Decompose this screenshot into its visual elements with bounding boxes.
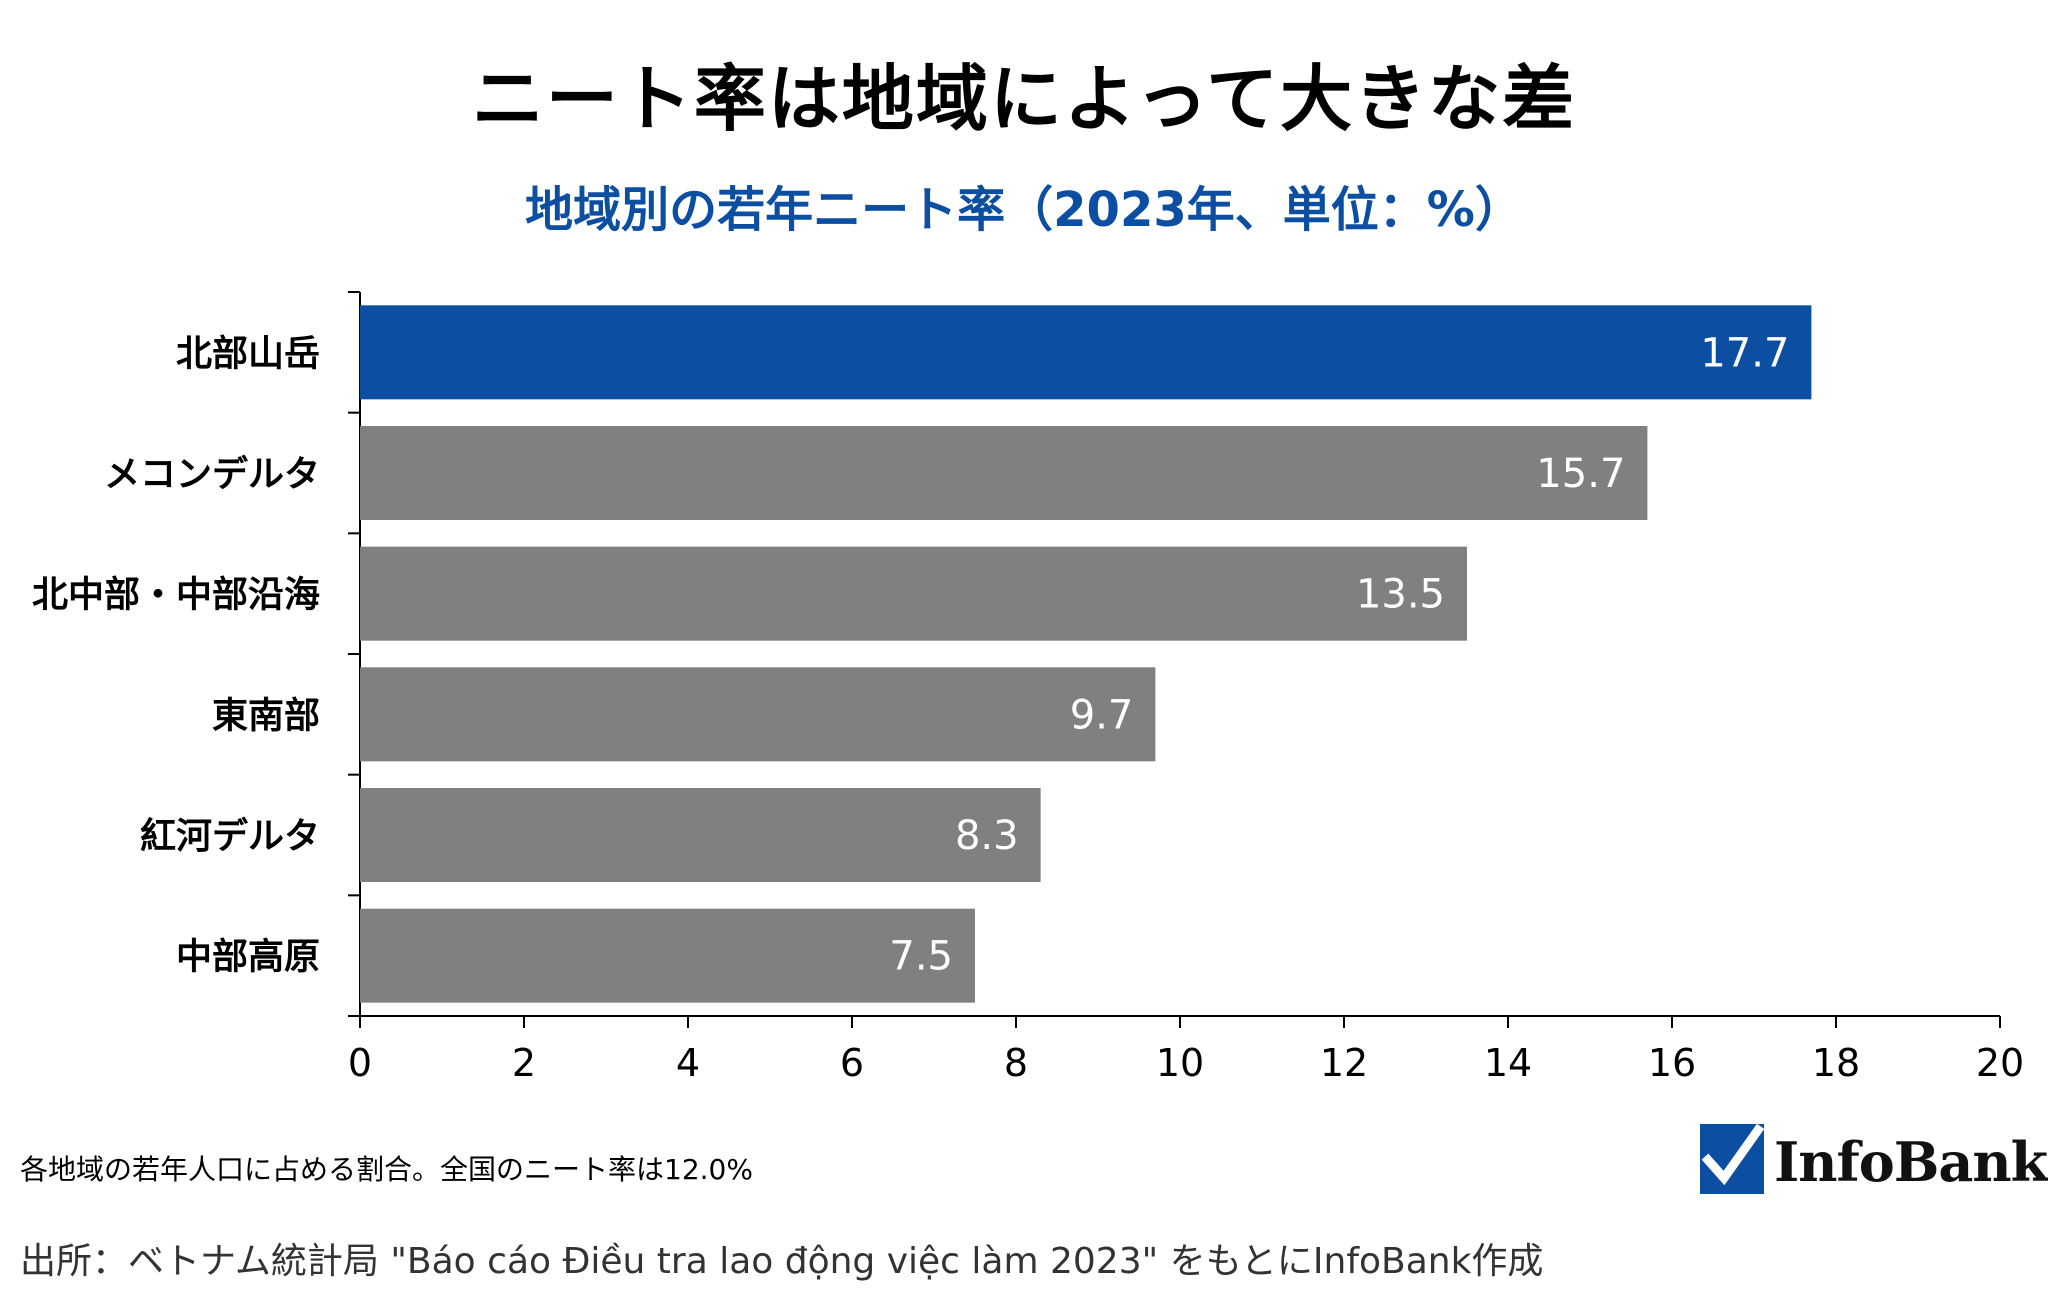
checkmark-icon xyxy=(1700,1123,1765,1194)
x-tick-label: 10 xyxy=(1156,1041,1204,1085)
source-note: 出所：ベトナム統計局 "Báo cáo Điều tra lao động vi… xyxy=(20,1241,1544,1282)
x-tick-label: 12 xyxy=(1320,1041,1368,1085)
x-tick-label: 16 xyxy=(1648,1041,1696,1085)
x-tick-label: 20 xyxy=(1976,1041,2024,1085)
category-label: メコンデルタ xyxy=(104,453,320,495)
bar xyxy=(360,908,975,1003)
x-tick-label: 14 xyxy=(1484,1041,1532,1085)
x-tick-label: 4 xyxy=(676,1041,700,1085)
category-label: 北中部・中部沿海 xyxy=(32,575,320,616)
infobank-logo: InfoBank xyxy=(1700,1123,2048,1202)
bar xyxy=(360,305,1812,400)
category-label: 北部山岳 xyxy=(176,333,320,374)
category-label: 東南部 xyxy=(212,695,320,736)
bar xyxy=(360,546,1467,641)
x-tick-label: 2 xyxy=(512,1041,536,1085)
bar xyxy=(360,426,1648,520)
footnote: 各地域の若年人口に占める割合。全国のニート率は12.0% xyxy=(20,1153,753,1186)
x-tick-label: 18 xyxy=(1812,1041,1860,1085)
category-label: 中部高原 xyxy=(176,937,320,978)
bar-value-label: 17.7 xyxy=(1700,330,1789,376)
chart-title: ニート率は地域によって大きな差 xyxy=(471,57,1577,141)
category-label: 紅河デルタ xyxy=(140,815,320,857)
bar-chart: 0 2 4 6 8 10 12 14 16 18 20 17.7 北部山岳 15.7 メコンデルタ 13.5 北… xyxy=(32,291,2024,1085)
bar xyxy=(360,667,1156,762)
bar-value-label: 15.7 xyxy=(1536,451,1625,497)
bar-value-label: 13.5 xyxy=(1356,572,1445,618)
logo-text: InfoBank xyxy=(1774,1130,2048,1194)
x-tick-label: 8 xyxy=(1004,1041,1028,1085)
x-tick-label: 0 xyxy=(348,1041,372,1085)
bar-value-label: 9.7 xyxy=(1070,692,1134,738)
bar xyxy=(360,788,1041,882)
chart-subtitle: 地域別の若年ニート率（2023年、単位：%） xyxy=(525,182,1523,238)
bar-value-label: 7.5 xyxy=(889,934,953,980)
bar-value-label: 8.3 xyxy=(955,813,1019,859)
x-tick-label: 6 xyxy=(840,1041,864,1085)
